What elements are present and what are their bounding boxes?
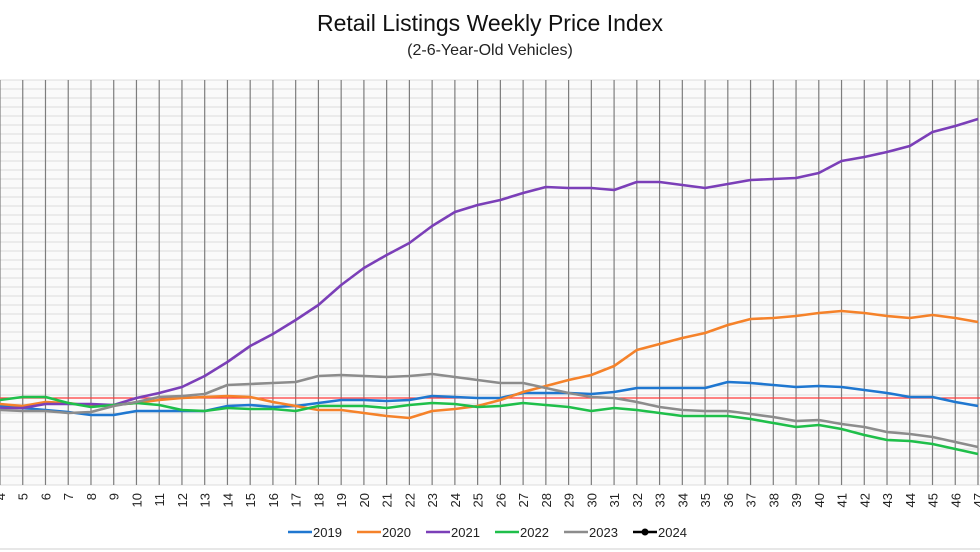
x-tick-label: 30 xyxy=(584,493,599,507)
series-line-2020 xyxy=(0,309,979,420)
x-tick-label: 42 xyxy=(857,493,872,507)
legend-label-2019: 2019 xyxy=(313,525,342,540)
x-tick-label: 25 xyxy=(471,493,486,507)
x-tick-label: 23 xyxy=(425,493,440,507)
x-tick-label: 17 xyxy=(289,493,304,507)
x-tick-label: 7 xyxy=(61,493,76,500)
legend-label-2020: 2020 xyxy=(382,525,411,540)
x-tick-label: 36 xyxy=(721,493,736,507)
x-tick-label: 24 xyxy=(448,493,463,507)
x-tick-label: 40 xyxy=(812,493,827,507)
x-tick-label: 41 xyxy=(835,493,850,507)
x-tick-label: 9 xyxy=(107,493,122,500)
x-tick-label: 4 xyxy=(0,493,8,500)
legend-label-2021: 2021 xyxy=(451,525,480,540)
x-tick-label: 8 xyxy=(84,493,99,500)
x-tick-label: 46 xyxy=(948,493,963,507)
x-tick-label: 14 xyxy=(220,493,235,507)
series-line-2022 xyxy=(0,395,979,456)
x-tick-label: 10 xyxy=(129,493,144,507)
legend-marker-2024 xyxy=(641,528,649,536)
x-tick-label: 45 xyxy=(926,493,941,507)
x-tick-label: 19 xyxy=(334,493,349,507)
x-tick-label: 12 xyxy=(175,493,190,507)
x-tick-label: 27 xyxy=(516,493,531,507)
x-tick-label: 18 xyxy=(311,493,326,507)
legend-label-2022: 2022 xyxy=(520,525,549,540)
x-tick-label: 13 xyxy=(198,493,213,507)
x-tick-label: 35 xyxy=(698,493,713,507)
x-tick-label: 5 xyxy=(16,493,31,500)
chart-title: Retail Listings Weekly Price Index xyxy=(317,10,663,36)
x-tick-label: 11 xyxy=(152,493,167,507)
series-line-2019 xyxy=(0,380,979,417)
x-tick-label: 39 xyxy=(789,493,804,507)
x-tick-label: 32 xyxy=(630,493,645,507)
x-tick-label: 34 xyxy=(675,493,690,507)
x-tick-label: 47 xyxy=(971,493,980,507)
x-tick-label: 33 xyxy=(653,493,668,507)
x-tick-label: 16 xyxy=(266,493,281,507)
x-tick-label: 6 xyxy=(38,493,53,500)
series-line-2023 xyxy=(0,372,979,449)
x-tick-label: 21 xyxy=(380,493,395,507)
x-tick-label: 37 xyxy=(744,493,759,507)
series-line-2021 xyxy=(0,117,979,410)
plot-area xyxy=(0,80,980,485)
legend-label-2023: 2023 xyxy=(589,525,618,540)
x-tick-label: 31 xyxy=(607,493,622,507)
x-tick-label: 44 xyxy=(903,493,918,507)
x-tick-label: 38 xyxy=(766,493,781,507)
x-tick-label: 15 xyxy=(243,493,258,507)
legend-label-2024: 2024 xyxy=(658,525,687,540)
chart-subtitle: (2-6-Year-Old Vehicles) xyxy=(407,42,573,59)
x-tick-label: 26 xyxy=(493,493,508,507)
x-tick-label: 43 xyxy=(880,493,895,507)
x-tick-label: 28 xyxy=(539,493,554,507)
x-tick-label: 20 xyxy=(357,493,372,507)
x-tick-label: 29 xyxy=(562,493,577,507)
x-tick-label: 22 xyxy=(402,493,417,507)
